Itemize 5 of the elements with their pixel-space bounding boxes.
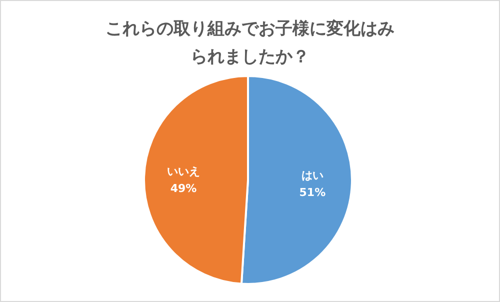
slice-label: はい <box>301 169 324 182</box>
data-label: 51% <box>299 186 326 200</box>
slice-label: いいえ <box>167 164 200 178</box>
data-label: 49% <box>170 182 197 195</box>
chart-title: これらの取り組みでお子様に変化はみられましたか？ <box>106 19 394 67</box>
